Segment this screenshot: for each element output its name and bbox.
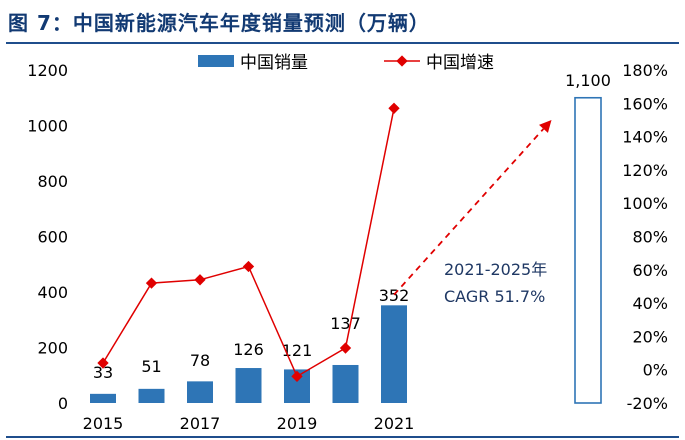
- bar-labels: 33 51 78 126 121 137 352 1,100: [93, 71, 611, 382]
- right-tick-label: 60%: [632, 261, 668, 280]
- bar: [235, 368, 262, 403]
- right-tick-label: 140%: [622, 128, 668, 147]
- bar-value-label: 78: [190, 351, 210, 370]
- left-tick-label: 600: [37, 228, 68, 247]
- chart-title: 图 7：中国新能源汽车年度销量预测（万辆）: [8, 11, 430, 35]
- bar-value-label: 137: [330, 314, 361, 333]
- right-tick-label: 0%: [643, 361, 668, 380]
- right-tick-label: 180%: [622, 61, 668, 80]
- right-tick-label: 100%: [622, 194, 668, 213]
- cagr-arrow-shaft: [393, 128, 545, 296]
- left-tick-label: 1200: [27, 61, 68, 80]
- cagr-arrow-head: [539, 119, 552, 133]
- bar: [381, 305, 407, 403]
- x-tick-label: 2017: [180, 414, 221, 433]
- left-tick-label: 200: [37, 339, 68, 358]
- left-tick-label: 800: [37, 172, 68, 191]
- legend-bar-label: 中国销量: [240, 53, 308, 73]
- x-tick-label: 2019: [277, 414, 318, 433]
- growth-point: [194, 274, 206, 286]
- right-tick-label: 20%: [632, 327, 668, 346]
- x-axis: 2015 2017 2019 2021: [83, 414, 415, 433]
- left-tick-label: 1000: [27, 117, 68, 136]
- bar-value-label: 121: [282, 341, 313, 360]
- annotation-line-1: 2021-2025年: [444, 260, 547, 279]
- legend-line-label: 中国增速: [426, 53, 494, 73]
- left-tick-label: 0: [58, 394, 68, 413]
- right-tick-label: 160%: [622, 94, 668, 113]
- growth-point: [339, 342, 352, 354]
- bar-value-label: 352: [379, 286, 410, 305]
- bar-value-label: 51: [141, 357, 161, 376]
- cagr-arrow: [393, 119, 552, 296]
- bar: [90, 393, 116, 403]
- bar: [138, 388, 165, 403]
- bar-value-label: 126: [233, 340, 264, 359]
- growth-line: [102, 108, 395, 378]
- right-axis: -20% 0% 20% 40% 60% 80% 100% 120% 140% 160% 180%: [622, 61, 668, 413]
- legend: 中国销量 中国增速: [198, 53, 494, 73]
- bar-series: [90, 96, 602, 404]
- growth-point: [388, 102, 400, 114]
- bar-value-label: 1,100: [565, 71, 611, 90]
- right-tick-label: 120%: [622, 161, 668, 180]
- x-tick-label: 2015: [83, 414, 124, 433]
- bar: [332, 364, 359, 403]
- bar-forecast: [574, 96, 602, 404]
- growth-point: [291, 370, 303, 383]
- legend-bar-swatch: [198, 55, 234, 67]
- x-tick-label: 2021: [374, 414, 415, 433]
- left-axis: 0 200 400 600 800 1000 1200: [27, 61, 68, 413]
- growth-point: [145, 277, 158, 289]
- right-tick-label: 40%: [632, 294, 668, 313]
- legend-line-marker: [396, 55, 408, 67]
- growth-point: [242, 260, 255, 273]
- bar: [187, 381, 213, 403]
- cagr-annotation: 2021-2025年 CAGR 51.7%: [444, 260, 547, 306]
- right-tick-label: 80%: [632, 228, 668, 247]
- right-tick-label: -20%: [627, 394, 668, 413]
- title-divider: [6, 42, 679, 44]
- bar-value-label: 33: [93, 363, 113, 382]
- left-tick-label: 400: [37, 283, 68, 302]
- annotation-line-2: CAGR 51.7%: [444, 287, 545, 306]
- bottom-divider: [6, 436, 679, 438]
